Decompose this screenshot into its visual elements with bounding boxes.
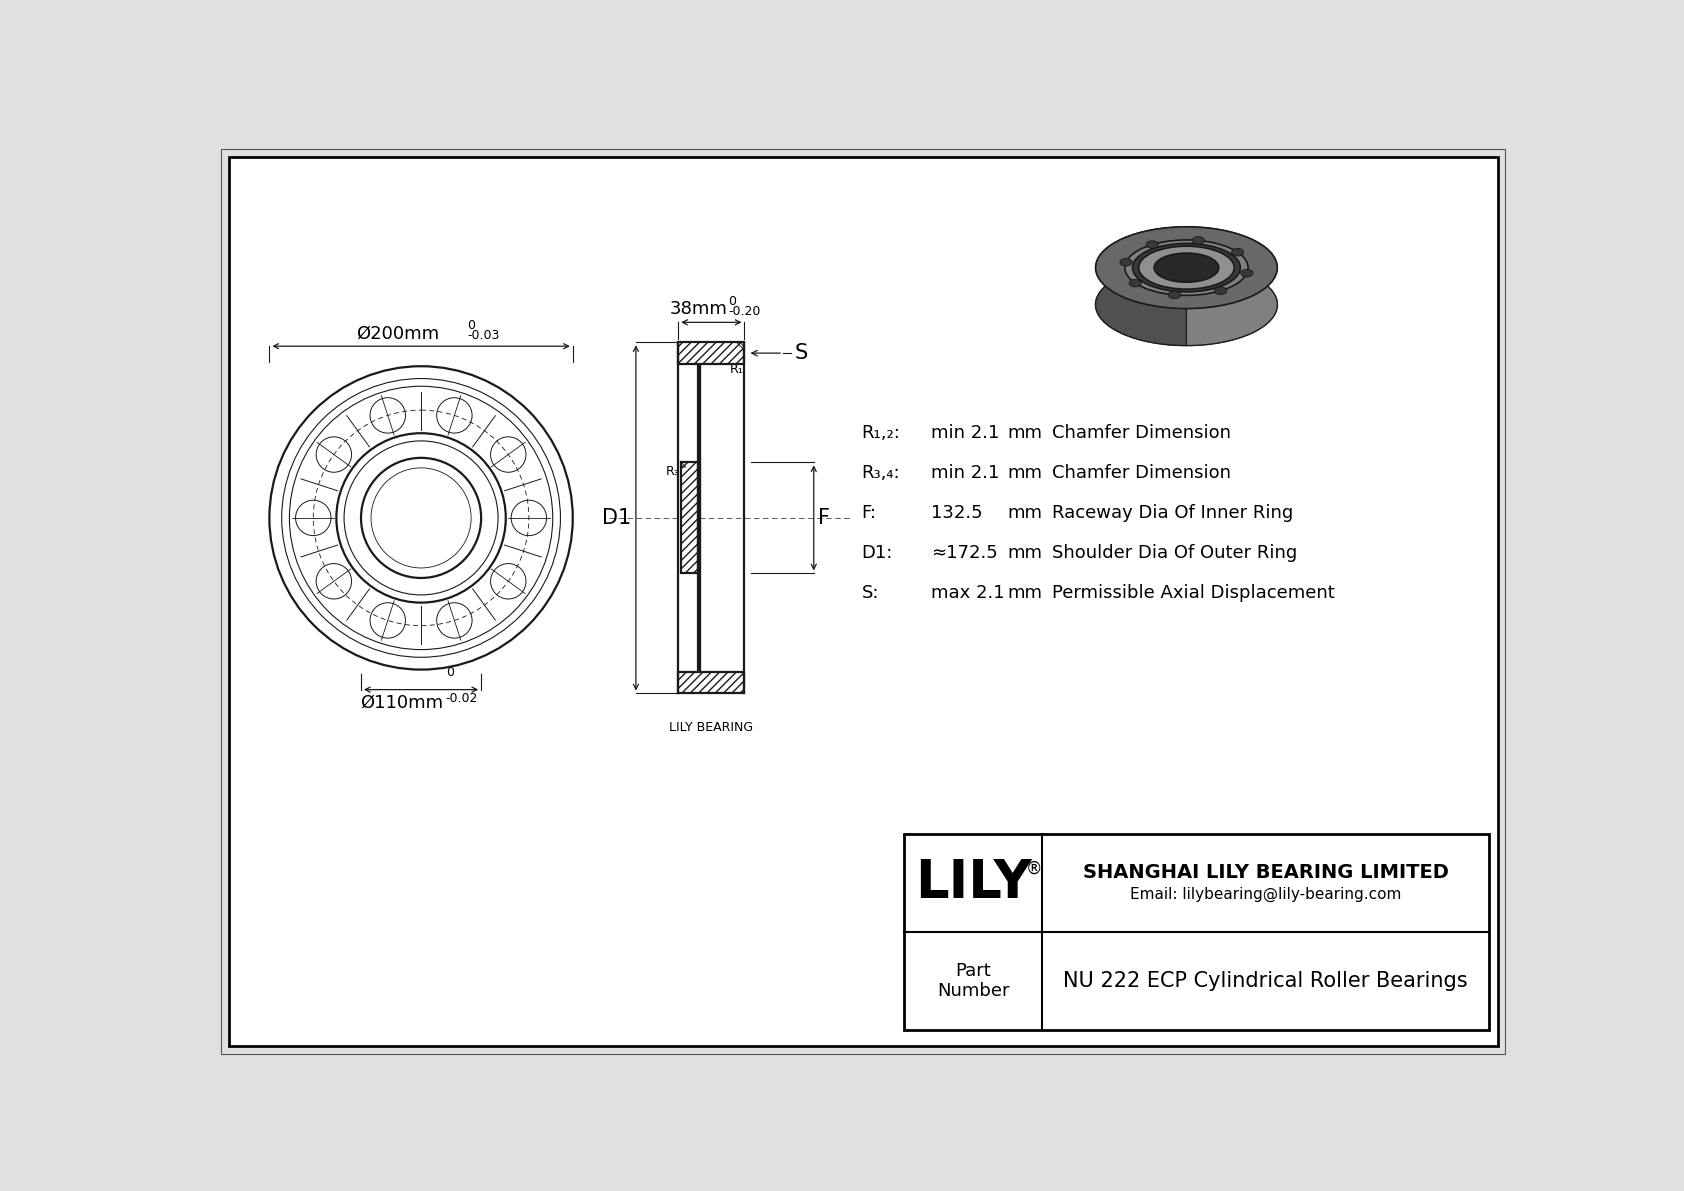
Text: D1: D1 bbox=[603, 507, 632, 528]
Text: min 2.1: min 2.1 bbox=[931, 424, 999, 442]
Text: R₁,₂:: R₁,₂: bbox=[862, 424, 901, 442]
Ellipse shape bbox=[1138, 247, 1234, 289]
Text: SHANGHAI LILY BEARING LIMITED: SHANGHAI LILY BEARING LIMITED bbox=[1083, 863, 1448, 883]
Text: F: F bbox=[818, 507, 830, 528]
Text: 0: 0 bbox=[466, 319, 475, 332]
Ellipse shape bbox=[1192, 237, 1204, 244]
Text: LILY BEARING: LILY BEARING bbox=[669, 722, 753, 734]
Text: mm: mm bbox=[1007, 424, 1042, 442]
Text: Ø110mm: Ø110mm bbox=[360, 693, 443, 711]
Text: Ø200mm: Ø200mm bbox=[357, 324, 440, 342]
Text: R₂: R₂ bbox=[721, 353, 734, 366]
Ellipse shape bbox=[1096, 263, 1276, 345]
Text: R₃: R₃ bbox=[667, 466, 680, 479]
Text: NU 222 ECP Cylindrical Roller Bearings: NU 222 ECP Cylindrical Roller Bearings bbox=[1064, 971, 1468, 991]
Text: mm: mm bbox=[1007, 504, 1042, 522]
Bar bbox=[904, 835, 1489, 1030]
Text: 132.5: 132.5 bbox=[931, 504, 982, 522]
Bar bbox=[679, 342, 744, 364]
Text: -0.02: -0.02 bbox=[446, 692, 478, 705]
Text: F:: F: bbox=[862, 504, 876, 522]
Bar bbox=[679, 342, 744, 364]
Ellipse shape bbox=[1214, 287, 1228, 294]
Text: Permissible Axial Displacement: Permissible Axial Displacement bbox=[1052, 584, 1335, 603]
Text: mm: mm bbox=[1007, 584, 1042, 603]
Ellipse shape bbox=[1154, 291, 1219, 319]
Bar bbox=[679, 672, 744, 693]
Ellipse shape bbox=[1133, 243, 1241, 292]
Text: ®: ® bbox=[1026, 860, 1042, 878]
Text: Chamfer Dimension: Chamfer Dimension bbox=[1052, 424, 1231, 442]
Ellipse shape bbox=[1154, 254, 1219, 282]
Text: Email: lilybearing@lily-bearing.com: Email: lilybearing@lily-bearing.com bbox=[1130, 886, 1401, 902]
Text: D1:: D1: bbox=[862, 544, 893, 562]
Text: R₁: R₁ bbox=[729, 363, 744, 376]
Bar bbox=[682, 462, 699, 573]
Ellipse shape bbox=[1128, 279, 1142, 287]
Text: min 2.1: min 2.1 bbox=[931, 464, 999, 482]
Text: Shoulder Dia Of Outer Ring: Shoulder Dia Of Outer Ring bbox=[1052, 544, 1298, 562]
Text: LILY: LILY bbox=[914, 858, 1032, 909]
Ellipse shape bbox=[1231, 249, 1244, 256]
Ellipse shape bbox=[1169, 291, 1180, 299]
Ellipse shape bbox=[1241, 269, 1253, 278]
Text: 38mm: 38mm bbox=[670, 300, 727, 318]
Text: ≈172.5: ≈172.5 bbox=[931, 544, 997, 562]
Polygon shape bbox=[1096, 226, 1187, 345]
Ellipse shape bbox=[1096, 226, 1276, 308]
Text: 0: 0 bbox=[727, 295, 736, 308]
Bar bbox=[682, 462, 699, 573]
Text: Raceway Dia Of Inner Ring: Raceway Dia Of Inner Ring bbox=[1052, 504, 1293, 522]
Ellipse shape bbox=[1147, 241, 1159, 249]
Ellipse shape bbox=[1120, 258, 1132, 266]
Text: Chamfer Dimension: Chamfer Dimension bbox=[1052, 464, 1231, 482]
Text: 0: 0 bbox=[446, 666, 453, 679]
Text: -0.20: -0.20 bbox=[727, 305, 761, 318]
Text: S:: S: bbox=[862, 584, 879, 603]
Text: max 2.1: max 2.1 bbox=[931, 584, 1004, 603]
Text: R₄: R₄ bbox=[687, 473, 701, 486]
Text: mm: mm bbox=[1007, 464, 1042, 482]
Ellipse shape bbox=[1125, 239, 1248, 295]
Text: -0.03: -0.03 bbox=[466, 330, 500, 342]
Text: R₃,₄:: R₃,₄: bbox=[862, 464, 901, 482]
Text: S: S bbox=[795, 343, 808, 363]
Text: Part
Number: Part Number bbox=[936, 961, 1009, 1000]
Bar bbox=[679, 672, 744, 693]
Polygon shape bbox=[1187, 226, 1276, 345]
Text: mm: mm bbox=[1007, 544, 1042, 562]
